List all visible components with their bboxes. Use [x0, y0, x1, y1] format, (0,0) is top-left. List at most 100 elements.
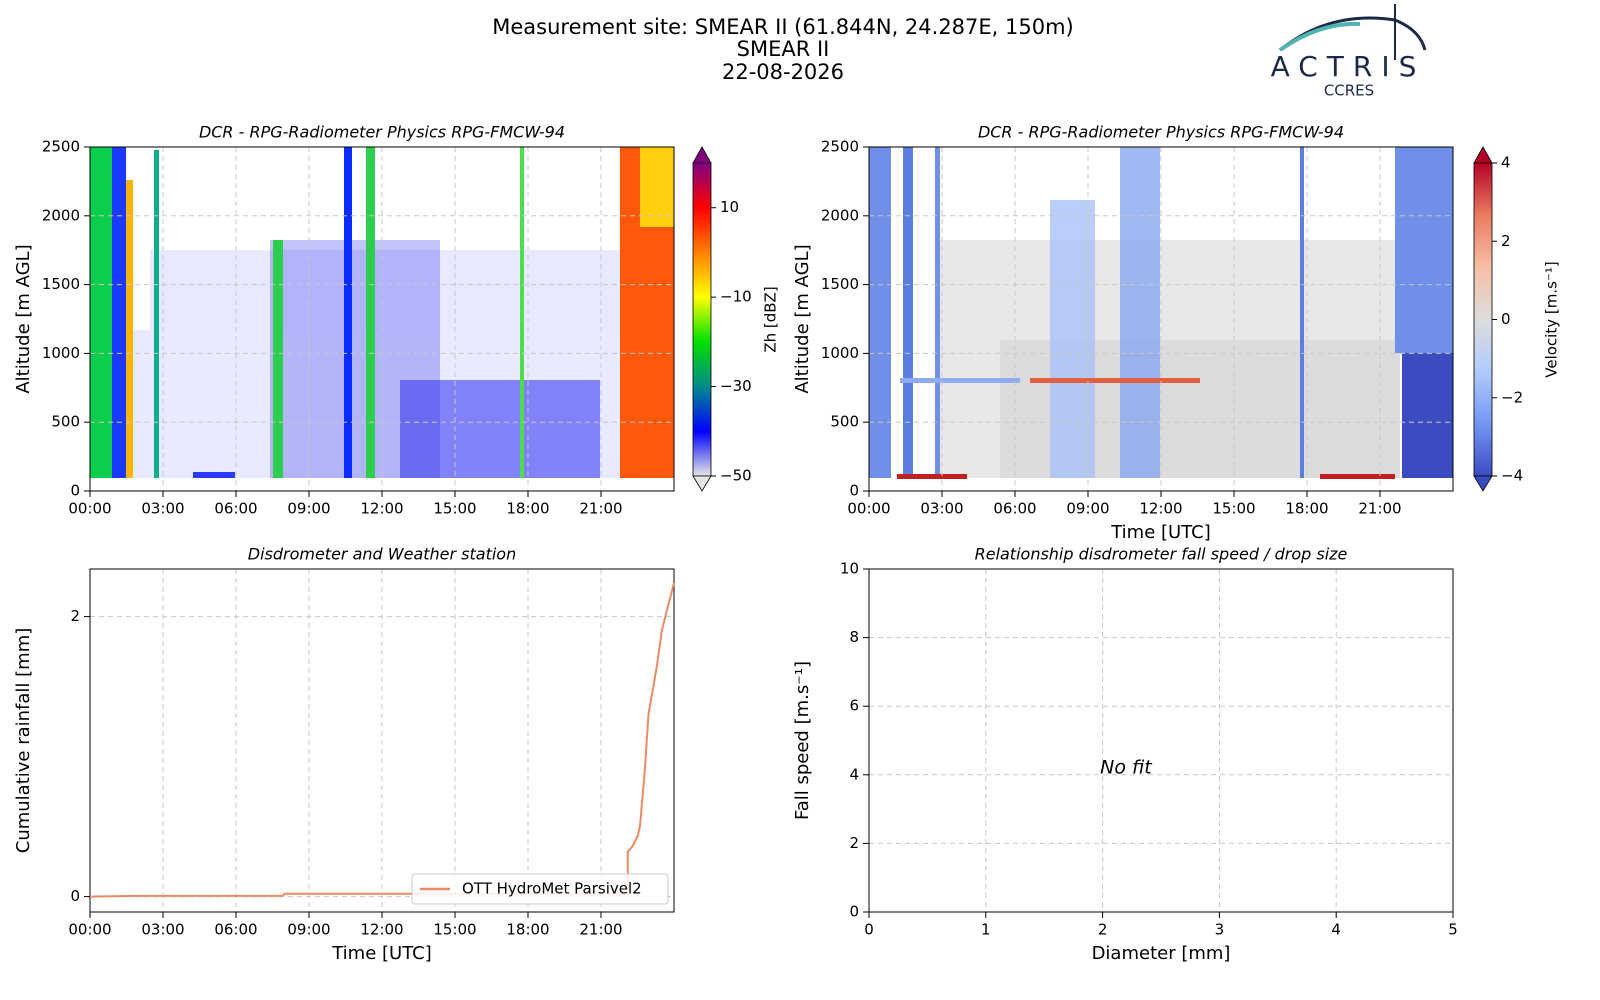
y-axis-label: Cumulative rainfall [mm]: [13, 628, 34, 854]
x-tick-label: 21:00: [1358, 500, 1401, 518]
radar-texture: [150, 250, 630, 330]
radar-texture: [154, 150, 159, 478]
y-tick-label: 2500: [821, 138, 859, 156]
x-axis-label: Diameter [mm]: [1092, 943, 1231, 964]
radar-texture: [112, 147, 126, 478]
y-axis-label: Altitude [m AGL]: [792, 244, 813, 393]
velocity-texture: [897, 474, 967, 479]
x-tick-label: 1: [981, 921, 991, 939]
x-tick-label: 00:00: [847, 500, 890, 518]
suptitle: 22-08-2026: [722, 60, 844, 84]
plot-title: Disdrometer and Weather station: [248, 545, 516, 564]
velocity-texture: [1395, 147, 1453, 353]
x-tick-label: 2: [1098, 921, 1108, 939]
x-tick-label: 09:00: [1066, 500, 1109, 518]
x-tick-label: 4: [1331, 921, 1341, 939]
y-tick-label: 8: [849, 628, 859, 646]
y-tick-label: 2: [70, 607, 80, 625]
colorbar-tick-label: 10: [720, 198, 739, 216]
x-tick-label: 06:00: [214, 500, 257, 518]
suptitle: SMEAR II: [737, 37, 830, 61]
suptitle: Measurement site: SMEAR II (61.844N, 24.…: [492, 15, 1074, 39]
radar-texture: [344, 147, 352, 478]
plot-title: DCR - RPG-Radiometer Physics RPG-FMCW-94: [199, 123, 565, 142]
y-tick-label: 2: [849, 834, 859, 852]
radar-texture: [90, 147, 112, 478]
colorbar-label: Zh [dBZ]: [762, 286, 780, 352]
x-tick-label: 12:00: [360, 500, 403, 518]
x-tick-label: 5: [1448, 921, 1458, 939]
velocity-texture: [1120, 147, 1160, 478]
y-tick-label: 500: [830, 413, 859, 431]
colorbar-extension: [692, 146, 712, 164]
logo-arc: [1278, 21, 1361, 52]
y-tick-label: 0: [70, 482, 80, 500]
x-axis-label: Time [UTC]: [331, 943, 432, 964]
y-tick-label: 1000: [42, 344, 80, 362]
colorbar: [692, 162, 712, 477]
y-tick-label: 2000: [821, 206, 859, 224]
y-tick-label: 1500: [821, 275, 859, 293]
x-tick-label: 3: [1215, 921, 1225, 939]
x-tick-label: 15:00: [433, 921, 476, 939]
logo: ACTRIS CCRES: [1271, 4, 1427, 100]
velocity-image: [869, 147, 1453, 479]
colorbar-extension: [1473, 146, 1493, 164]
y-tick-label: 1500: [42, 275, 80, 293]
colorbar-extension: [692, 475, 712, 492]
y-tick-label: 2000: [42, 206, 80, 224]
colorbar: [1473, 162, 1493, 477]
x-tick-label: 03:00: [141, 921, 184, 939]
y-tick-label: 0: [849, 482, 859, 500]
plot-frame: [868, 146, 1454, 492]
x-tick-label: 15:00: [433, 500, 476, 518]
colorbar-tick-label: −4: [1501, 467, 1523, 485]
colorbar-tick-label: −2: [1501, 388, 1523, 406]
radar-texture: [270, 240, 440, 478]
radar-texture: [126, 180, 133, 478]
y-tick-label: 10: [840, 560, 859, 578]
y-tick-label: 0: [70, 887, 80, 905]
velocity-texture: [1030, 378, 1200, 383]
x-tick-label: 03:00: [920, 500, 963, 518]
velocity-texture: [1402, 353, 1453, 478]
radar-texture: [400, 380, 600, 478]
y-tick-label: 0: [849, 903, 859, 921]
x-tick-label: 03:00: [141, 500, 184, 518]
x-tick-label: 18:00: [1285, 500, 1328, 518]
x-tick-label: 21:00: [579, 500, 622, 518]
y-tick-label: 6: [849, 697, 859, 715]
velocity-texture: [1320, 474, 1395, 479]
x-tick-label: 06:00: [214, 921, 257, 939]
y-tick-label: 4: [849, 765, 859, 783]
x-tick-label: 00:00: [68, 500, 111, 518]
x-tick-label: 18:00: [506, 921, 549, 939]
x-tick-label: 12:00: [1139, 500, 1182, 518]
x-tick-label: 09:00: [287, 921, 330, 939]
radar-texture: [520, 147, 524, 478]
logo-subtext: CCRES: [1324, 82, 1374, 100]
y-tick-label: 2500: [42, 138, 80, 156]
radar-image: [90, 147, 674, 478]
velocity-texture: [1300, 147, 1304, 478]
colorbar-tick-label: 2: [1501, 232, 1511, 250]
x-tick-label: 06:00: [993, 500, 1036, 518]
y-axis-label: Fall speed [m.s⁻¹]: [792, 661, 813, 820]
radar-texture: [640, 147, 674, 227]
colorbar-tick-label: −10: [720, 288, 752, 306]
plot-frame: [89, 568, 675, 913]
velocity-texture: [935, 147, 940, 478]
x-tick-label: 15:00: [1212, 500, 1255, 518]
annotation: No fit: [1100, 756, 1153, 778]
colorbar-extension: [1473, 475, 1493, 492]
y-axis-label: Altitude [m AGL]: [13, 244, 34, 393]
colorbar-tick-label: 4: [1501, 154, 1511, 172]
radar-texture: [366, 147, 375, 478]
plot-frame: [89, 146, 675, 492]
x-tick-label: 18:00: [506, 500, 549, 518]
logo-text: ACTRIS: [1271, 50, 1426, 83]
x-axis-label: Time [UTC]: [1110, 522, 1211, 543]
colorbar-label: Velocity [m.s⁻¹]: [1543, 261, 1561, 377]
